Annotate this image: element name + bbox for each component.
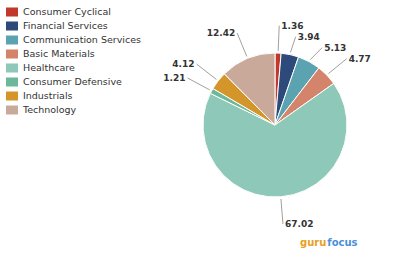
data-labels: 1.363.94 5.134.77 67.02 1.21 4.12 12.42 — [163, 21, 371, 229]
legend-swatch — [6, 50, 18, 59]
data-label: 12.42 — [207, 28, 235, 38]
legend-swatch — [6, 8, 18, 17]
watermark: gurufocus — [300, 237, 358, 248]
leader-line — [187, 78, 209, 90]
leader-line — [237, 33, 247, 56]
legend-label: Industrials — [23, 90, 73, 101]
data-label: 3.94 — [298, 32, 320, 42]
legend-swatch — [6, 106, 18, 115]
leader-line — [328, 59, 346, 74]
annotation: guru — [300, 237, 326, 248]
leader-line — [281, 199, 283, 224]
data-label: 1.21 — [163, 73, 185, 83]
legend-item: Consumer Cyclical — [6, 6, 111, 17]
legend-swatch — [6, 92, 18, 101]
legend: Consumer Cyclical Financial Services Commu… — [6, 6, 141, 115]
data-label: 4.12 — [172, 59, 194, 69]
legend-swatch — [6, 22, 18, 31]
leader-line — [290, 37, 295, 53]
pie — [203, 53, 347, 197]
legend-item: Technology — [6, 104, 77, 115]
leader-line — [278, 26, 279, 51]
legend-label: Consumer Defensive — [23, 76, 122, 87]
chart: 1.363.94 5.134.77 67.02 1.21 4.12 12.42 Consum… — [0, 0, 413, 254]
legend-item: Healthcare — [6, 62, 75, 73]
legend-item: Industrials — [6, 90, 73, 101]
legend-item: Consumer Defensive — [6, 76, 122, 87]
leader-line — [310, 48, 322, 60]
leader-line — [197, 64, 217, 79]
data-label: 4.77 — [349, 54, 371, 64]
legend-item: Communication Services — [6, 34, 141, 45]
legend-label: Financial Services — [23, 20, 108, 31]
legend-label: Healthcare — [23, 62, 75, 73]
legend-item: Financial Services — [6, 20, 108, 31]
legend-label: Technology — [22, 104, 77, 115]
legend-label: Consumer Cyclical — [23, 6, 111, 17]
legend-swatch — [6, 64, 18, 73]
data-label: 1.36 — [281, 21, 303, 31]
legend-swatch — [6, 36, 18, 45]
legend-item: Basic Materials — [6, 48, 95, 59]
data-label: 5.13 — [324, 43, 346, 53]
legend-label: Communication Services — [23, 34, 141, 45]
data-label: 67.02 — [285, 219, 313, 229]
pie-slice — [224, 53, 275, 125]
legend-swatch — [6, 78, 18, 87]
legend-label: Basic Materials — [23, 48, 95, 59]
annotation: focus — [327, 237, 357, 248]
